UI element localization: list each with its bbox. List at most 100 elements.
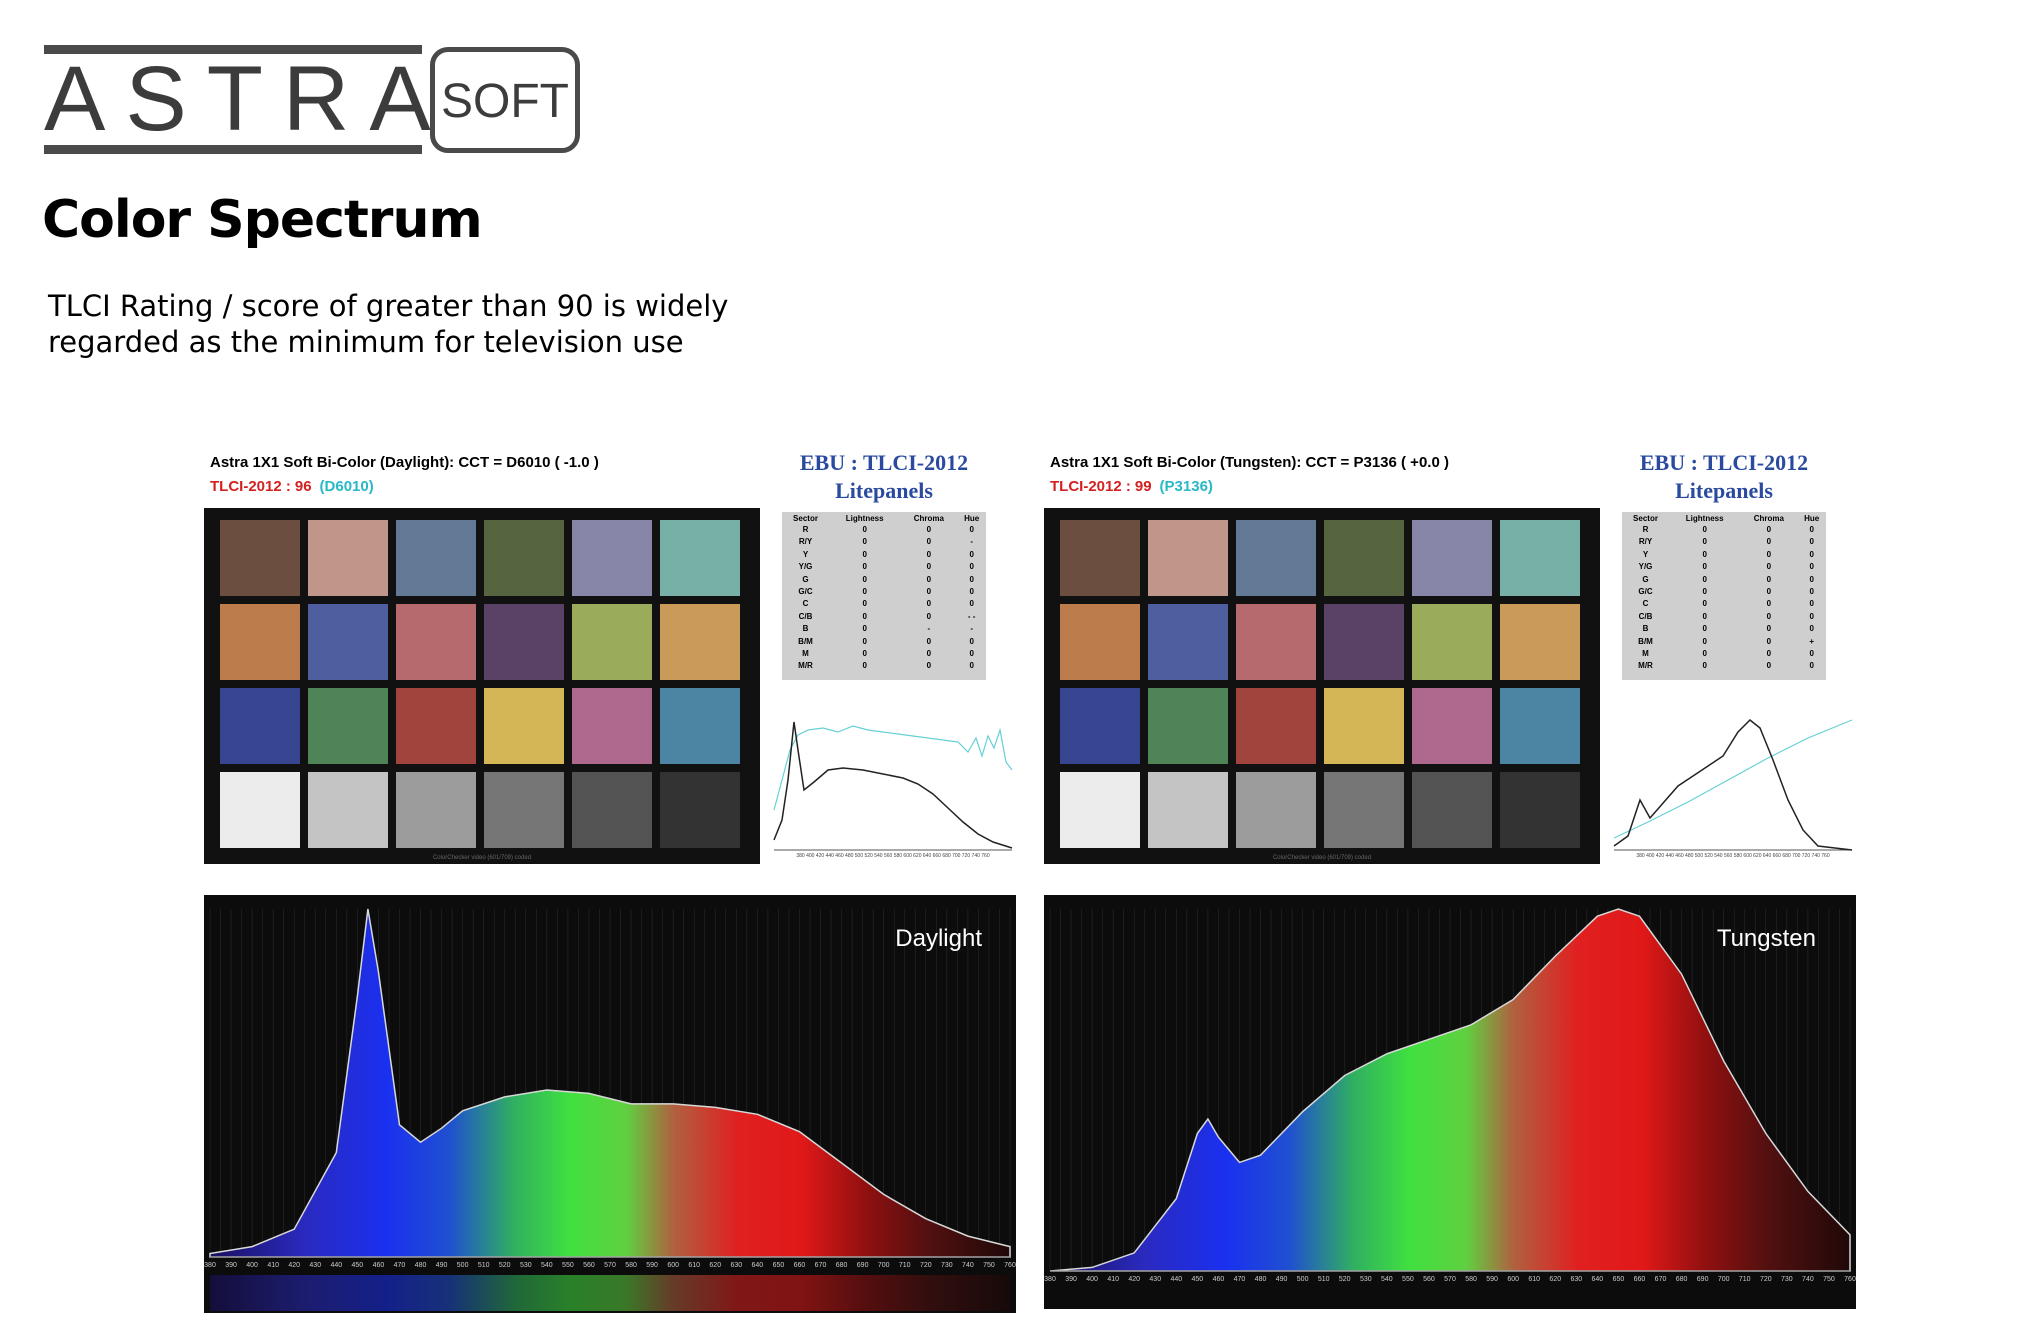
x-tick-label: 680 (836, 1262, 848, 1269)
color-swatch (396, 520, 476, 596)
color-swatch (1060, 688, 1140, 764)
x-tick-label: 600 (1507, 1276, 1519, 1283)
x-tick-label: 470 (394, 1262, 406, 1269)
reference-curve (1613, 719, 1853, 839)
table-cell: Y (1642, 549, 1649, 559)
measured-curve (773, 721, 1013, 849)
x-tick-label: 510 (1318, 1276, 1330, 1283)
intro-line-2: regarded as the minimum for television u… (48, 325, 684, 359)
color-swatch (660, 604, 740, 680)
table-cell: C (1642, 599, 1649, 609)
color-swatch (1500, 520, 1580, 596)
color-swatch (1500, 688, 1580, 764)
color-swatch (308, 520, 388, 596)
table-cell: 0 (862, 525, 867, 534)
table-cell: 0 (969, 525, 974, 534)
x-tick-label: 490 (1276, 1276, 1288, 1283)
logo-bar-bottom (44, 145, 422, 154)
table-cell: 0 (862, 574, 867, 584)
table-row: B 0 0 0 (1622, 623, 1826, 635)
table-cell: 0 (1809, 649, 1814, 659)
color-swatch (1500, 604, 1580, 680)
table-cell: Y/G (1638, 562, 1653, 572)
score-label: TLCI-2012 : (210, 478, 291, 495)
x-tick-label: 520 (1339, 1276, 1351, 1283)
table-cell: 0 (926, 599, 932, 609)
table-cell: 0 (1766, 636, 1772, 646)
x-tick-label: 710 (899, 1262, 911, 1269)
table-cell: 0 (862, 587, 867, 597)
table-cell: 0 (926, 636, 932, 646)
x-tick-label: 670 (1655, 1276, 1667, 1283)
table-cell: 0 (1766, 611, 1772, 621)
table-row: Y/G 0 0 0 (782, 561, 986, 573)
table-row: Y/G 0 0 0 (1622, 561, 1826, 573)
color-swatch (308, 604, 388, 680)
table-cell: G/C (798, 587, 813, 597)
table-cell: M (1642, 649, 1649, 659)
table-row: C/B 0 0 0 (1622, 611, 1826, 623)
table-cell: 0 (1809, 611, 1814, 621)
tlci-sector-table: Sector Lightness Chroma Hue R 0 0 0 R/Y 0 0- Y 0 0 0 Y/… (782, 512, 986, 680)
table-row: R 0 0 0 (782, 524, 986, 536)
x-tick-label: 510 (478, 1262, 490, 1269)
table-cell: 0 (1702, 611, 1707, 621)
report-title: Astra 1X1 Soft Bi-Color (Tungsten): CCT … (1050, 454, 1449, 471)
x-tick-label: 400 (1086, 1276, 1098, 1283)
score-cct: (P3136) (1159, 478, 1213, 495)
x-tick-label: 750 (1823, 1276, 1835, 1283)
table-row: M/R 0 0 0 (1622, 660, 1826, 672)
table-row: R/Y 0 0 0 (1622, 536, 1826, 548)
color-swatch (484, 604, 564, 680)
table-cell: B (802, 624, 809, 634)
table-cell: 0 (1809, 562, 1814, 572)
color-swatch (484, 520, 564, 596)
table-cell: 0 (1766, 661, 1772, 671)
table-cell: 0 (969, 649, 974, 659)
reference-curve (773, 725, 1013, 811)
table-row: G/C 0 0 0 (782, 586, 986, 598)
table-row: Y 0 0 0 (782, 549, 986, 561)
table-cell: 0 (1809, 661, 1814, 671)
x-tick-label: 680 (1676, 1276, 1688, 1283)
color-swatch (572, 604, 652, 680)
table-row: M 0 0 0 (782, 648, 986, 660)
table-cell: 0 (1766, 587, 1772, 597)
table-cell: R/Y (798, 537, 813, 547)
logo-brand-text: ASTRA (44, 48, 451, 150)
x-tick-label: 620 (1549, 1276, 1561, 1283)
table-cell: 0 (1809, 525, 1814, 534)
tlci-report-tungsten: Astra 1X1 Soft Bi-Color (Tungsten): CCT … (1044, 450, 1864, 870)
table-cell: + (1809, 636, 1815, 646)
x-tick-label: 590 (646, 1262, 658, 1269)
table-row: G 0 0 0 (1622, 574, 1826, 586)
x-tick-label: 630 (730, 1262, 742, 1269)
table-header: Sector (1633, 514, 1658, 523)
table-cell: 0 (1702, 525, 1707, 534)
table-row: C 0 0 0 (782, 598, 986, 610)
table-cell: 0 (1809, 549, 1814, 559)
table-cell: 0 (1702, 574, 1707, 584)
x-tick-label: 550 (1402, 1276, 1414, 1283)
table-cell: 0 (862, 599, 867, 609)
table-cell: M (802, 649, 809, 659)
table-header: Chroma (913, 514, 944, 523)
x-tick-label: 500 (1297, 1276, 1309, 1283)
color-swatch (1412, 688, 1492, 764)
table-cell: G (1642, 574, 1649, 584)
table-cell: 0 (862, 537, 867, 547)
table-cell: R (1642, 525, 1649, 534)
color-swatch (1060, 772, 1140, 848)
x-tick-label: 480 (1255, 1276, 1267, 1283)
intro-line-1: TLCI Rating / score of greater than 90 i… (48, 289, 729, 323)
table-cell: 0 (1766, 649, 1772, 659)
x-tick-label: 720 (1760, 1276, 1772, 1283)
table-cell: R (802, 525, 809, 534)
table-cell: C (802, 599, 809, 609)
table-row: Y 0 0 0 (1622, 549, 1826, 561)
x-tick-label: 520 (499, 1262, 511, 1269)
table-cell: 0 (1702, 537, 1707, 547)
color-swatch (308, 772, 388, 848)
color-swatch (660, 772, 740, 848)
table-cell: 0 (1809, 574, 1814, 584)
